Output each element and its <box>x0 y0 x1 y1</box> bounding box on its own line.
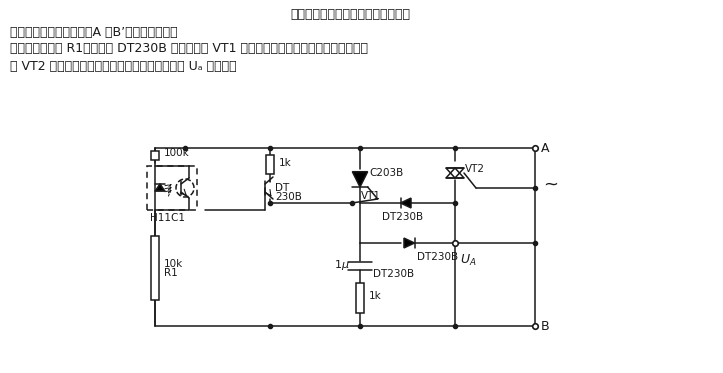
Text: DT230B: DT230B <box>417 252 458 262</box>
Text: 230B: 230B <box>275 192 302 202</box>
Bar <box>147 166 197 210</box>
Text: 止，在交流电压负半周（A 、B’）时，电源正端: 止，在交流电压负半周（A 、B’）时，电源正端 <box>10 25 178 38</box>
Text: DT230B: DT230B <box>382 212 423 222</box>
Polygon shape <box>401 198 411 208</box>
Polygon shape <box>155 184 165 191</box>
Text: 10k: 10k <box>164 259 183 269</box>
Text: $1\mu$: $1\mu$ <box>334 258 350 272</box>
Text: C203B: C203B <box>369 168 403 178</box>
Bar <box>151 151 159 160</box>
Polygon shape <box>352 172 368 187</box>
Text: 电压便经过电阱 R1、二极管 DT230B 加至晶阀管 VT1 的门极，使其导通，并进而使双向晶阀: 电压便经过电阱 R1、二极管 DT230B 加至晶阀管 VT1 的门极，使其导通… <box>10 43 368 56</box>
Bar <box>266 156 274 173</box>
Text: A: A <box>541 141 549 154</box>
Polygon shape <box>404 238 414 248</box>
Text: R1: R1 <box>164 268 178 278</box>
Text: 1k: 1k <box>369 291 382 301</box>
Text: 1k: 1k <box>279 157 292 167</box>
Text: 管 VT2 导通接通负载电源。反之，则关断。图中 Uₐ 接负载。: 管 VT2 导通接通负载电源。反之，则关断。图中 Uₐ 接负载。 <box>10 60 236 72</box>
Text: DT: DT <box>275 183 289 193</box>
Text: ~: ~ <box>543 176 558 194</box>
Text: 100k: 100k <box>164 147 189 157</box>
Bar <box>356 283 364 313</box>
Text: DT230B: DT230B <box>373 269 414 279</box>
Text: B: B <box>541 320 549 332</box>
Text: VT1: VT1 <box>361 191 381 201</box>
Bar <box>151 236 159 300</box>
Text: $U_A$: $U_A$ <box>460 253 476 268</box>
Text: 所示电路中，当光电耦合器输出侧截: 所示电路中，当光电耦合器输出侧截 <box>290 9 410 22</box>
Text: H11C1: H11C1 <box>150 213 185 223</box>
Text: VT2: VT2 <box>465 164 485 174</box>
